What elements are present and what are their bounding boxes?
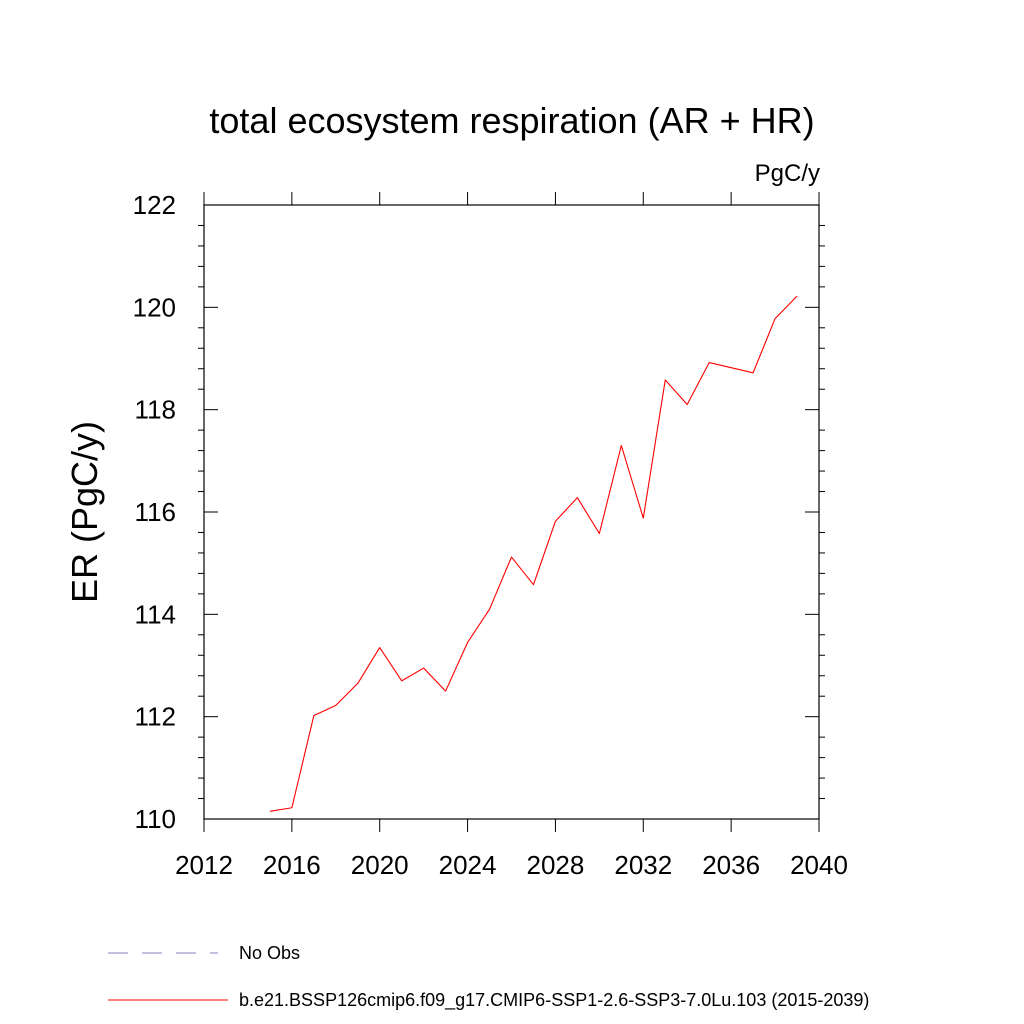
series-line-0 <box>269 295 798 812</box>
y-tick-label: 120 <box>133 292 176 322</box>
legend: No Obs b.e21.BSSP126cmip6.f09_g17.CMIP6-… <box>108 943 869 1011</box>
y-tick-label: 110 <box>135 804 176 834</box>
x-tick-label: 2016 <box>263 850 321 880</box>
x-tick-label: 2032 <box>614 850 672 880</box>
x-tick-label: 2020 <box>351 850 409 880</box>
y-axis-label: ER (PgC/y) <box>64 421 105 603</box>
legend-label-model: b.e21.BSSP126cmip6.f09_g17.CMIP6-SSP1-2.… <box>239 990 869 1011</box>
y-tick-label: 114 <box>135 599 176 629</box>
x-axis: 2012 2016 2020 2024 2028 2032 2036 2040 <box>175 192 848 880</box>
series-layer <box>269 295 798 812</box>
y-tick-label: 112 <box>135 702 176 732</box>
legend-label-no-obs: No Obs <box>239 943 300 963</box>
y-tick-label: 118 <box>135 395 176 425</box>
y-tick-label: 122 <box>133 190 176 220</box>
y-tick-label: 116 <box>135 497 176 527</box>
plot-frame <box>203 204 820 820</box>
y-axis: 110 112 114 116 118 120 122 <box>133 190 825 834</box>
x-tick-label: 2036 <box>702 850 760 880</box>
x-tick-label: 2024 <box>439 850 497 880</box>
x-tick-label: 2040 <box>790 850 848 880</box>
units-label: PgC/y <box>755 160 820 187</box>
x-tick-label: 2012 <box>175 850 233 880</box>
x-tick-label: 2028 <box>527 850 585 880</box>
chart-title: total ecosystem respiration (AR + HR) <box>209 100 814 141</box>
